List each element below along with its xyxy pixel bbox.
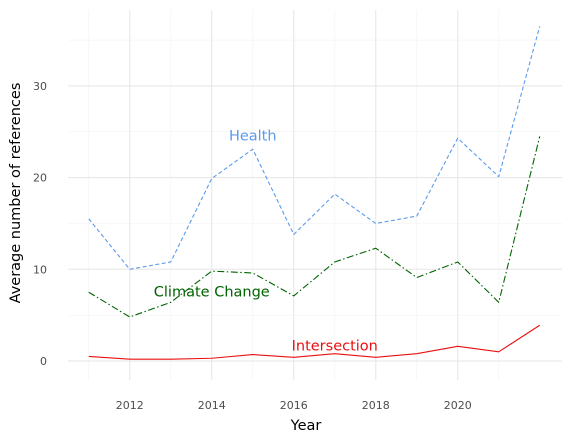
- x-axis-title: Year: [290, 418, 322, 434]
- x-tick-label: 2012: [116, 399, 144, 412]
- x-tick-label: 2018: [362, 399, 390, 412]
- series-lines: [88, 26, 541, 360]
- y-tick-label: 30: [33, 80, 47, 93]
- y-tick-label: 0: [40, 355, 47, 368]
- series-label-intersection: Intersection: [292, 338, 378, 354]
- series-line-climate-change: [88, 136, 541, 318]
- y-axis-ticks: 0 10 20 30: [33, 80, 47, 368]
- x-axis-ticks: 2012 2014 2016 2018 2020: [116, 399, 472, 412]
- y-tick-label: 20: [33, 172, 47, 185]
- y-tick-label: 10: [33, 263, 47, 276]
- series-label-health: Health: [229, 128, 277, 144]
- series-label-climate-change: Climate Change: [154, 284, 270, 300]
- series-annotations: Health Climate Change Intersection: [154, 128, 378, 354]
- series-line-intersection: [88, 324, 541, 360]
- grid: [68, 10, 562, 380]
- series-line-health: [88, 26, 541, 270]
- x-tick-label: 2016: [280, 399, 308, 412]
- x-tick-label: 2014: [198, 399, 226, 412]
- y-axis-title: Average number of references: [8, 83, 24, 304]
- x-tick-label: 2020: [444, 399, 472, 412]
